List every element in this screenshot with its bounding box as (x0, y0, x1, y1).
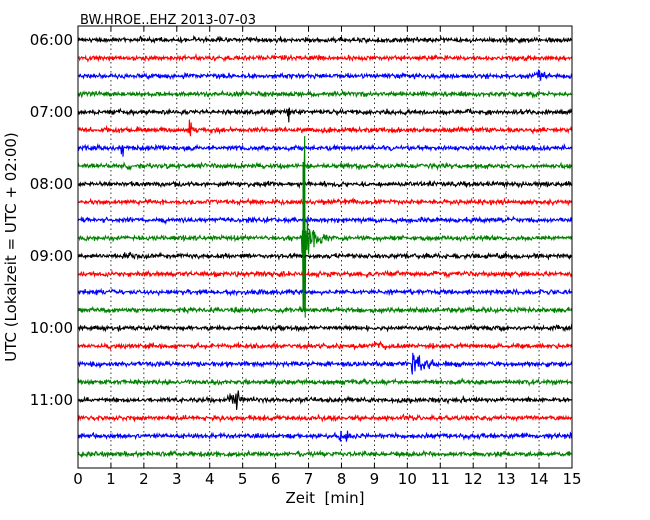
y-axis-ticks: 06:00 07:00 08:00 09:00 10:00 11:00 (30, 31, 572, 409)
x-tick-label-6: 6 (271, 470, 281, 488)
chart-title: BW.HROE..EHZ 2013-07-03 (80, 13, 256, 28)
trace-0845 (77, 135, 573, 318)
x-tick-label-11: 11 (431, 470, 450, 488)
trace-0645 (77, 89, 573, 99)
trace-0700 (77, 107, 573, 123)
x-tick-label-13: 13 (497, 470, 516, 488)
trace-0900 (77, 251, 573, 261)
x-tick-label-3: 3 (172, 470, 182, 488)
trace-0630 (77, 69, 573, 82)
trace-1115 (77, 413, 573, 423)
x-tick-label-4: 4 (205, 470, 215, 488)
x-tick-label-8: 8 (337, 470, 347, 488)
y-tick-label-5: 11:00 (30, 391, 73, 409)
trace-1100 (77, 390, 573, 410)
trace-0830 (77, 215, 573, 226)
y-tick-label-4: 10:00 (30, 319, 73, 337)
x-tick-label-5: 5 (238, 470, 248, 488)
trace-1030 (77, 352, 573, 375)
x-axis-label: Zeit [min] (285, 489, 364, 507)
y-tick-label-1: 07:00 (30, 103, 73, 121)
trace-1045 (77, 377, 573, 387)
y-tick-label-3: 09:00 (30, 247, 73, 265)
trace-1145 (77, 449, 573, 459)
plot-frame (77, 25, 573, 469)
trace-0915 (77, 269, 573, 279)
x-tick-label-14: 14 (530, 470, 549, 488)
x-axis-ticks: 0 1 2 3 4 5 6 7 8 9 10 11 12 13 14 15 (73, 26, 582, 488)
x-tick-label-10: 10 (398, 470, 417, 488)
trace-0800 (77, 179, 573, 190)
x-tick-label-0: 0 (73, 470, 83, 488)
y-tick-label-2: 08:00 (30, 175, 73, 193)
x-tick-label-15: 15 (562, 470, 581, 488)
x-tick-label-2: 2 (139, 470, 149, 488)
x-tick-label-7: 7 (304, 470, 314, 488)
trace-1130 (77, 430, 573, 442)
trace-0730 (77, 142, 573, 157)
y-tick-label-0: 06:00 (30, 31, 73, 49)
trace-0600 (77, 34, 573, 45)
trace-0815 (77, 197, 573, 207)
seismic-traces (77, 34, 573, 459)
trace-0745 (77, 161, 573, 171)
trace-1000 (77, 323, 573, 333)
trace-0715 (77, 119, 573, 137)
y-axis-label: UTC (Lokalzeit = UTC + 02:00) (2, 132, 20, 362)
trace-0615 (77, 52, 573, 63)
trace-0930 (77, 287, 573, 297)
x-tick-label-1: 1 (106, 470, 116, 488)
x-tick-label-12: 12 (464, 470, 483, 488)
trace-1015 (77, 340, 573, 351)
trace-0945 (77, 305, 573, 315)
x-tick-label-9: 9 (370, 470, 380, 488)
